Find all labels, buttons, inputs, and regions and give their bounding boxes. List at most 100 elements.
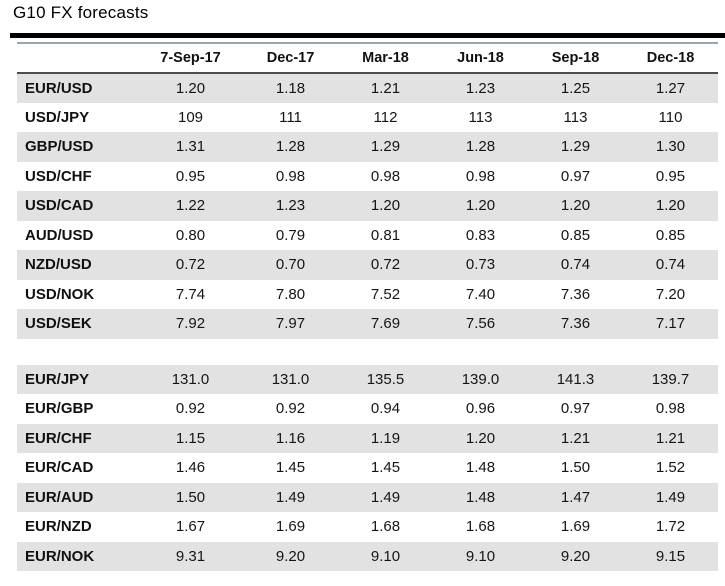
forecast-value: 0.85 (560, 226, 591, 244)
forecast-value: 1.31 (175, 138, 206, 156)
fx-row-eur-aud: EUR/AUD 1.50 1.49 1.49 1.48 1.47 1.49 (17, 482, 718, 512)
forecast-value: 0.80 (175, 226, 206, 244)
forecast-value: 7.74 (175, 285, 206, 303)
forecast-value: 7.17 (655, 315, 686, 333)
fx-table-body: EUR/USD 1.20 1.18 1.21 1.23 1.25 1.27 USD/JPY 10… (17, 73, 718, 571)
currency-pair-label: NZD/USD (25, 256, 92, 274)
forecast-value: 7.52 (370, 285, 401, 303)
forecast-value: 7.56 (465, 315, 496, 333)
forecast-value: 0.98 (465, 167, 496, 185)
fx-row-nzd-usd: NZD/USD 0.72 0.70 0.72 0.73 0.74 0.74 (17, 250, 718, 280)
forecast-value: 7.36 (560, 285, 591, 303)
block-spacer-cell (17, 339, 718, 365)
forecast-value: 9.20 (275, 547, 306, 565)
forecast-value: 9.31 (175, 547, 206, 565)
forecast-value: 135.5 (366, 370, 405, 388)
currency-pair-label: EUR/CAD (25, 459, 94, 477)
page-title: G10 FX forecasts (13, 3, 149, 22)
forecast-value: 0.81 (370, 226, 401, 244)
forecast-value: 1.48 (465, 488, 496, 506)
fx-row-eur-jpy: EUR/JPY 131.0 131.0 135.5 139.0 141.3 139.7 (17, 364, 718, 394)
currency-pair-label: USD/JPY (25, 108, 90, 126)
fx-row-usd-nok: USD/NOK 7.74 7.80 7.52 7.40 7.36 7.20 (17, 280, 718, 310)
forecast-value: 113 (563, 108, 588, 126)
currency-pair-label: EUR/JPY (25, 370, 90, 388)
fx-forecast-table: 7-Sep-17 Dec-17 Mar-18 Jun-18 Sep-18 Dec… (17, 42, 718, 571)
forecast-value: 1.28 (465, 138, 496, 156)
forecast-value: 1.50 (560, 459, 591, 477)
forecast-value: 1.67 (175, 518, 206, 536)
currency-pair-label: EUR/GBP (25, 400, 94, 418)
fx-row-aud-usd: AUD/USD 0.80 0.79 0.81 0.83 0.85 0.85 (17, 221, 718, 251)
currency-pair-label: USD/SEK (25, 315, 92, 333)
forecast-value: 1.22 (175, 197, 206, 215)
forecast-value: 1.69 (560, 518, 591, 536)
fx-row-eur-usd: EUR/USD 1.20 1.18 1.21 1.23 1.25 1.27 (17, 73, 718, 103)
forecast-value: 1.20 (655, 197, 686, 215)
forecast-value: 0.72 (175, 256, 206, 274)
fx-row-gbp-usd: GBP/USD 1.31 1.28 1.29 1.28 1.29 1.30 (17, 132, 718, 162)
forecast-value: 0.74 (560, 256, 591, 274)
forecast-value: 1.20 (175, 79, 206, 97)
forecast-value: 1.48 (465, 459, 496, 477)
forecast-value: 0.98 (275, 167, 306, 185)
forecast-value: 110 (658, 108, 683, 126)
fx-row-eur-cad: EUR/CAD 1.46 1.45 1.45 1.48 1.50 1.52 (17, 453, 718, 483)
forecast-value: 0.95 (655, 167, 686, 185)
forecast-value: 0.83 (465, 226, 496, 244)
forecast-value: 0.96 (465, 400, 496, 418)
fx-row-eur-nok: EUR/NOK 9.31 9.20 9.10 9.10 9.20 9.15 (17, 541, 718, 571)
currency-pair-label: GBP/USD (25, 138, 94, 156)
forecast-value: 1.15 (175, 429, 206, 447)
column-header-mar18: Mar-18 (362, 50, 409, 66)
forecast-value: 0.74 (655, 256, 686, 274)
forecast-value: 0.97 (560, 167, 591, 185)
forecast-value: 141.3 (556, 370, 595, 388)
column-header-row: 7-Sep-17 Dec-17 Mar-18 Jun-18 Sep-18 Dec… (17, 43, 718, 73)
forecast-value: 111 (279, 108, 302, 126)
column-header-sep18: Sep-18 (551, 50, 600, 66)
fx-row-usd-cad: USD/CAD 1.22 1.23 1.20 1.20 1.20 1.20 (17, 191, 718, 221)
forecast-value: 7.97 (275, 315, 306, 333)
currency-pair-label: AUD/USD (25, 226, 94, 244)
forecast-value: 1.52 (655, 459, 686, 477)
fx-row-usd-chf: USD/CHF 0.95 0.98 0.98 0.98 0.97 0.95 (17, 162, 718, 192)
forecast-value: 1.16 (275, 429, 306, 447)
forecast-value: 1.21 (560, 429, 591, 447)
forecast-value: 0.95 (175, 167, 206, 185)
currency-pair-label: USD/CHF (25, 167, 92, 185)
forecast-value: 1.45 (275, 459, 306, 477)
forecast-value: 1.20 (560, 197, 591, 215)
forecast-value: 1.28 (275, 138, 306, 156)
currency-pair-label: EUR/CHF (25, 429, 92, 447)
forecast-value: 7.36 (560, 315, 591, 333)
fx-row-eur-gbp: EUR/GBP 0.92 0.92 0.94 0.96 0.97 0.98 (17, 394, 718, 424)
forecast-value: 0.92 (175, 400, 206, 418)
forecast-value: 1.30 (655, 138, 686, 156)
currency-pair-label: EUR/NZD (25, 518, 92, 536)
block-spacer-row (17, 338, 718, 365)
forecast-value: 9.10 (465, 547, 496, 565)
forecast-value: 9.10 (370, 547, 401, 565)
forecast-value: 139.0 (461, 370, 500, 388)
forecast-value: 1.21 (655, 429, 686, 447)
forecast-value: 1.25 (560, 79, 591, 97)
forecast-value: 1.27 (655, 79, 686, 97)
currency-pair-label: EUR/AUD (25, 488, 94, 506)
forecast-value: 7.92 (175, 315, 206, 333)
fx-row-usd-jpy: USD/JPY 109 111 112 113 113 110 (17, 103, 718, 133)
column-header-blank (17, 43, 138, 73)
forecast-value: 1.49 (655, 488, 686, 506)
forecast-value: 1.20 (465, 197, 496, 215)
currency-pair-label: EUR/USD (25, 79, 93, 97)
forecast-value: 1.72 (655, 518, 686, 536)
forecast-value: 0.97 (560, 400, 591, 418)
forecast-value: 9.15 (655, 547, 686, 565)
forecast-value: 7.20 (655, 285, 686, 303)
forecast-value: 1.49 (275, 488, 306, 506)
currency-pair-label: EUR/NOK (25, 547, 95, 565)
forecast-value: 139.7 (651, 370, 690, 388)
fx-row-usd-sek: USD/SEK 7.92 7.97 7.69 7.56 7.36 7.17 (17, 309, 718, 339)
forecast-value: 1.29 (560, 138, 591, 156)
forecast-value: 1.68 (465, 518, 496, 536)
